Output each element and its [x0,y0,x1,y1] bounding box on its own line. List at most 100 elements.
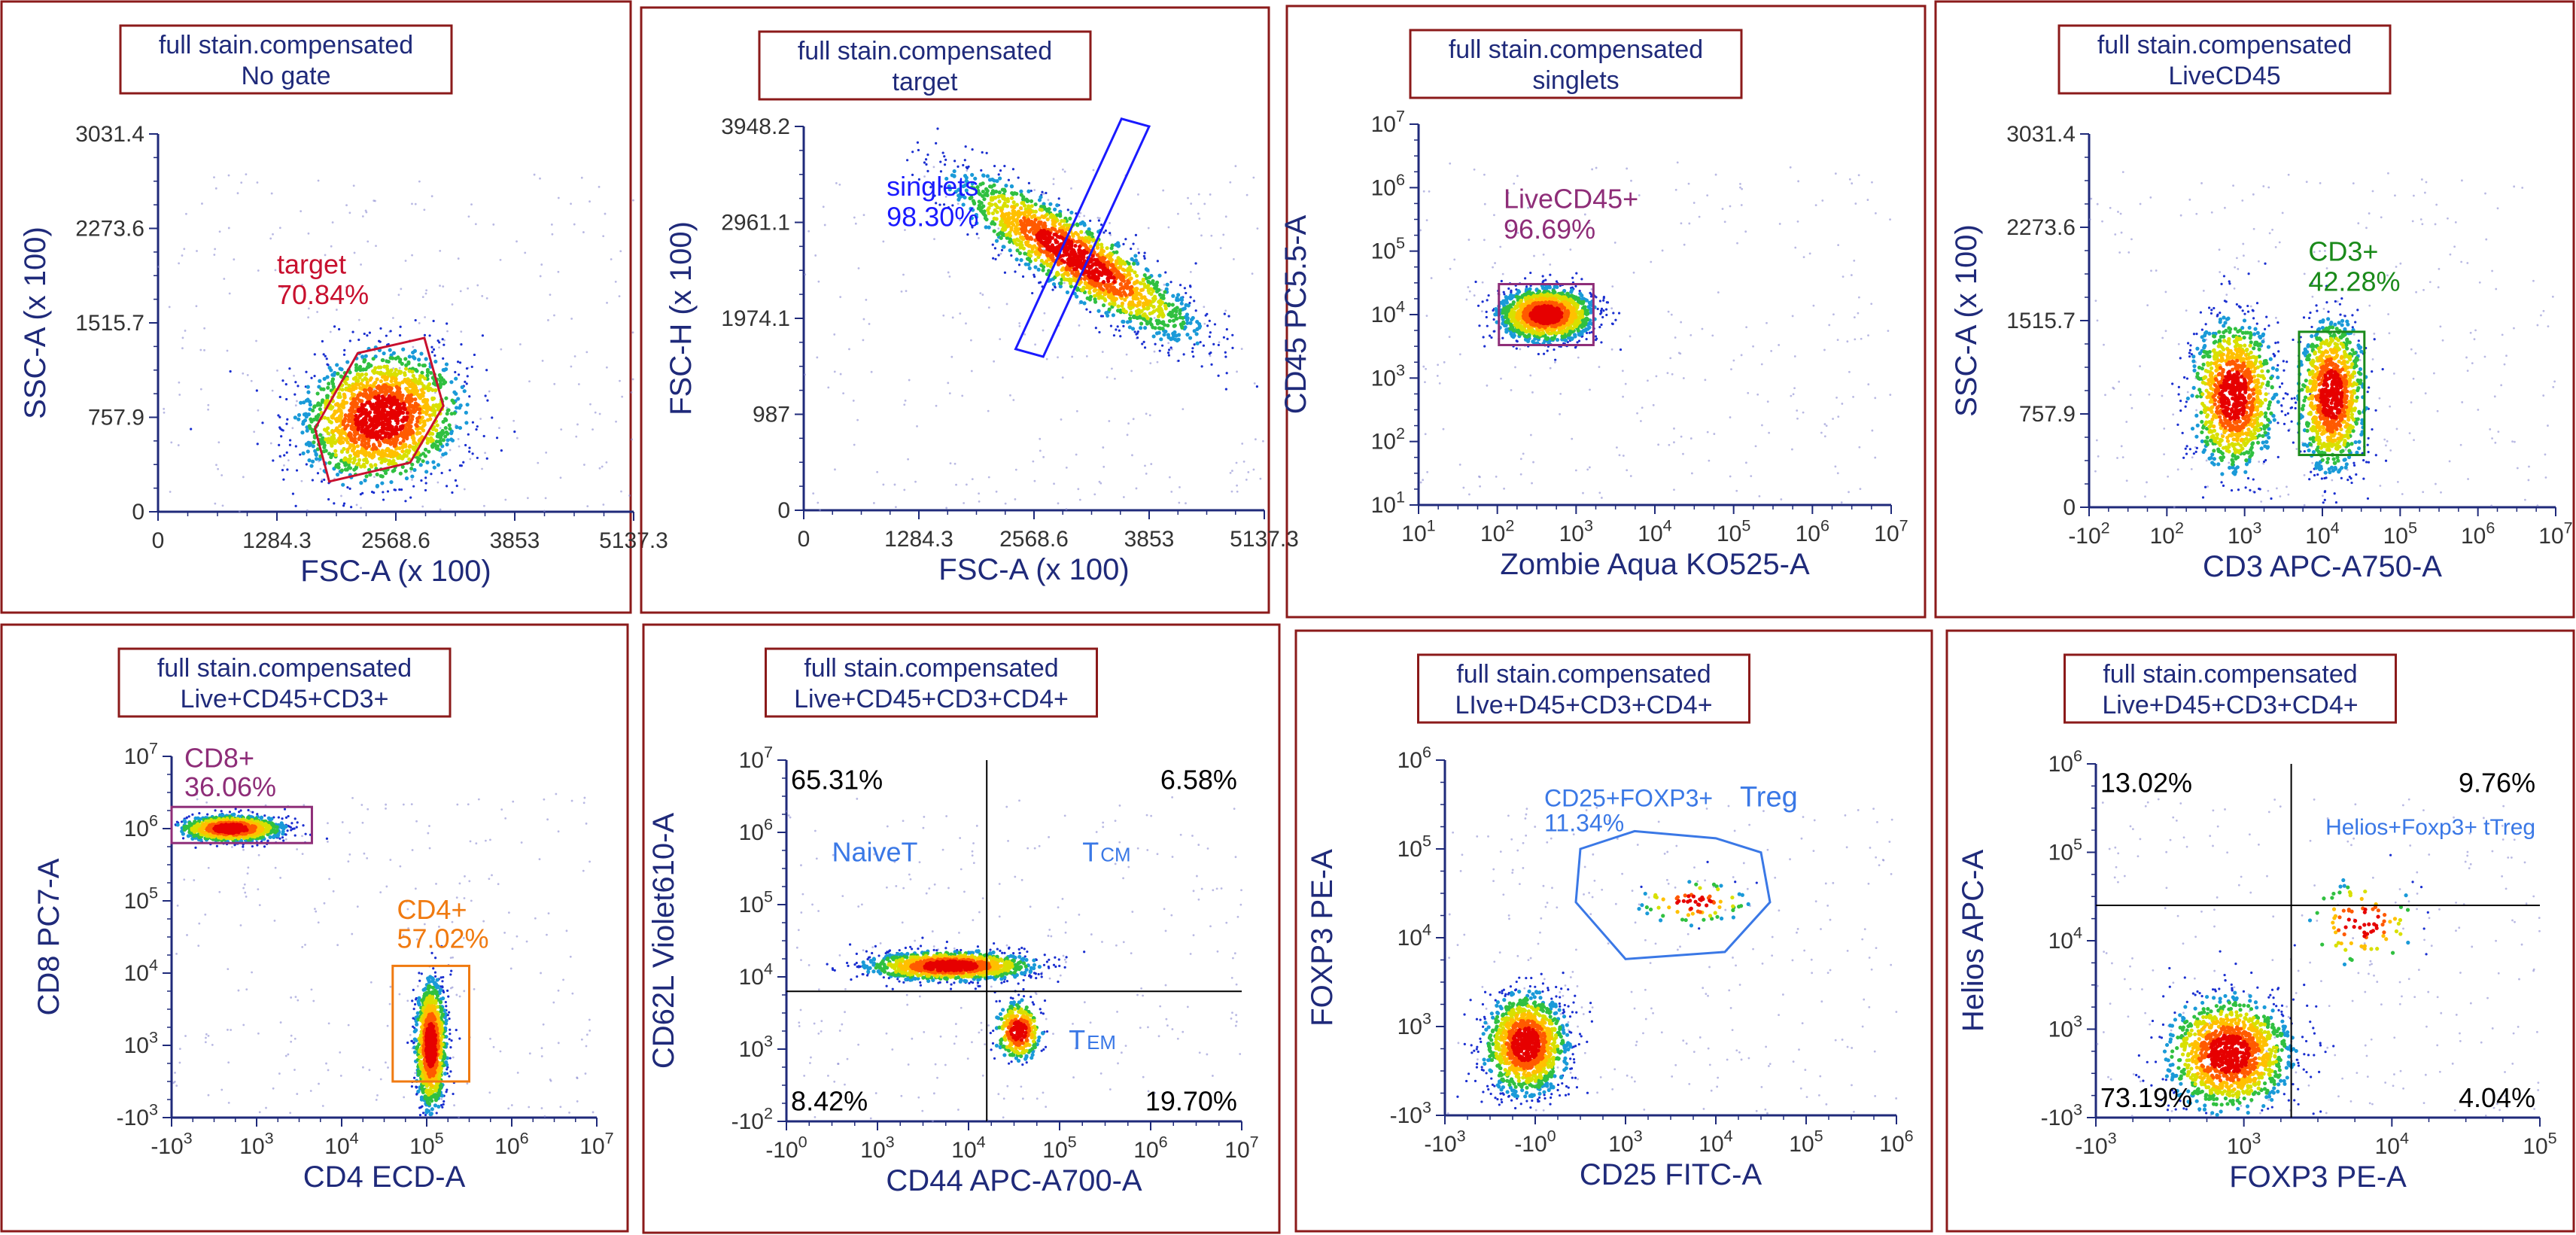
data-point [368,378,373,382]
data-point [962,163,965,167]
y-axis-label: FSC-H (x 100) [665,221,698,415]
data-point [409,466,414,471]
data-point [1245,193,1248,196]
data-point [327,497,330,501]
data-point [1014,270,1017,273]
data-point [1144,267,1149,272]
data-point [865,298,868,301]
data-point [185,212,187,215]
data-point [1077,488,1080,491]
data-point [559,476,562,479]
data-point [278,443,281,447]
data-point [432,465,436,470]
data-point [1531,391,1534,394]
data-point [965,483,968,486]
data-point [1157,292,1163,297]
data-point [1542,253,1545,256]
data-point [1047,199,1050,202]
data-point [1037,198,1042,202]
data-point [312,417,316,422]
data-point [246,373,249,376]
data-point [1636,412,1638,415]
data-point [407,354,412,359]
data-point [971,148,974,151]
data-point [428,370,433,376]
data-point [460,385,464,390]
data-point [839,373,842,376]
data-point [999,338,1002,341]
data-point [1200,234,1203,237]
data-point [427,413,432,418]
data-point [451,303,454,306]
data-point [1647,379,1649,382]
data-point [281,379,284,382]
data-point [1003,164,1006,168]
data-point [467,433,470,436]
data-point [465,382,468,385]
data-point [416,381,421,386]
data-point [411,202,413,205]
data-point [1142,340,1145,343]
data-point [1756,393,1759,396]
data-point [444,362,449,367]
data-point [398,488,401,491]
data-point [343,413,348,418]
data-point [1045,191,1048,195]
data-point [305,370,308,373]
data-point [1515,347,1518,350]
data-point [1166,312,1171,317]
data-point [348,339,351,342]
data-point [272,459,275,462]
data-point [1745,326,1748,329]
data-point [380,481,385,485]
data-point [1163,283,1166,286]
data-point [389,379,394,384]
data-point [409,470,412,473]
data-point [1099,224,1103,227]
data-point [1778,344,1781,346]
data-point [366,240,370,243]
data-point [1661,249,1664,252]
data-point [905,290,908,293]
data-point [457,373,461,376]
data-point [1141,301,1146,306]
data-point [1598,300,1602,303]
data-point [1640,420,1642,422]
data-point [356,461,360,466]
data-point [344,400,349,405]
data-point [1655,375,1658,378]
data-point [943,163,947,166]
data-point [449,449,452,452]
data-point [1544,278,1547,281]
data-point [990,197,995,202]
data-point [471,421,475,424]
data-point [1488,334,1492,337]
data-point [308,307,310,310]
data-point [1714,173,1717,176]
data-point [345,286,348,289]
data-point [1577,356,1580,359]
data-point [1473,294,1476,297]
data-point [983,214,987,218]
data-point [301,451,306,455]
data-point [1063,281,1066,284]
data-point [1519,458,1522,461]
data-point [999,169,1002,172]
data-point [1871,181,1873,184]
data-point [227,227,230,230]
data-point [400,464,405,470]
data-point [321,478,324,481]
data-point [379,372,383,376]
data-point [1164,271,1167,274]
data-point [904,399,907,402]
x-tick-label: 1284.3 [242,528,312,553]
data-point [862,339,865,342]
data-point [177,444,180,446]
data-point [339,414,344,418]
data-point [1621,370,1624,373]
data-point [1005,199,1011,203]
data-point [418,437,423,442]
data-point [336,462,341,467]
data-point [257,269,260,272]
data-point [1178,315,1183,320]
